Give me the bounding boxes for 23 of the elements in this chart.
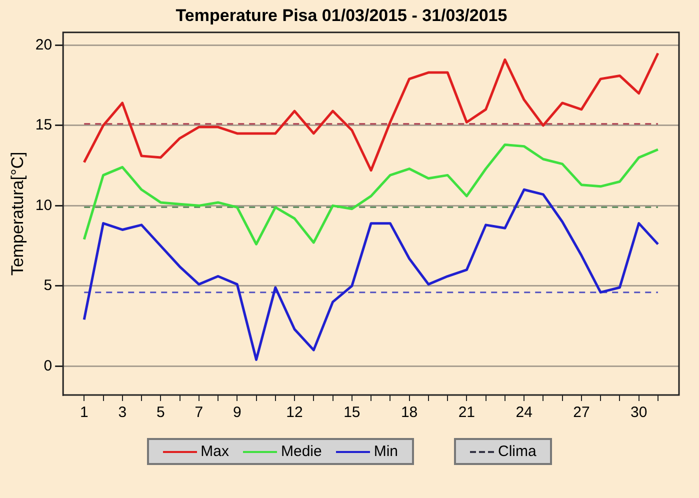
y-tick-label: 0 <box>44 357 52 374</box>
x-tick-label: 15 <box>344 404 360 422</box>
x-tick-label: 24 <box>516 404 532 422</box>
y-axis-title: Temperatura[°C] <box>8 152 27 276</box>
x-tick-label: 3 <box>118 404 127 422</box>
x-tick-label: 30 <box>630 404 648 422</box>
x-tick-label: 27 <box>573 404 590 422</box>
x-tick-label: 21 <box>458 404 476 422</box>
legend-label: Min <box>374 443 398 460</box>
chart-title: Temperature Pisa 01/03/2015 - 31/03/2015 <box>176 6 508 25</box>
x-tick-label: 7 <box>194 404 204 422</box>
x-tick-label: 9 <box>232 404 242 422</box>
x-tick-label: 18 <box>400 404 418 422</box>
x-tick-label: 12 <box>286 404 303 422</box>
legend-label: Max <box>200 443 229 460</box>
x-tick-label: 1 <box>80 404 88 422</box>
y-tick-label: 20 <box>35 36 52 54</box>
x-tick-label: 5 <box>156 404 165 422</box>
y-tick-label: 15 <box>35 116 52 134</box>
text: Clima <box>498 443 536 460</box>
y-tick-label: 10 <box>35 196 52 214</box>
y-tick-label: 5 <box>44 277 52 294</box>
legend-label: Medie <box>280 443 322 460</box>
